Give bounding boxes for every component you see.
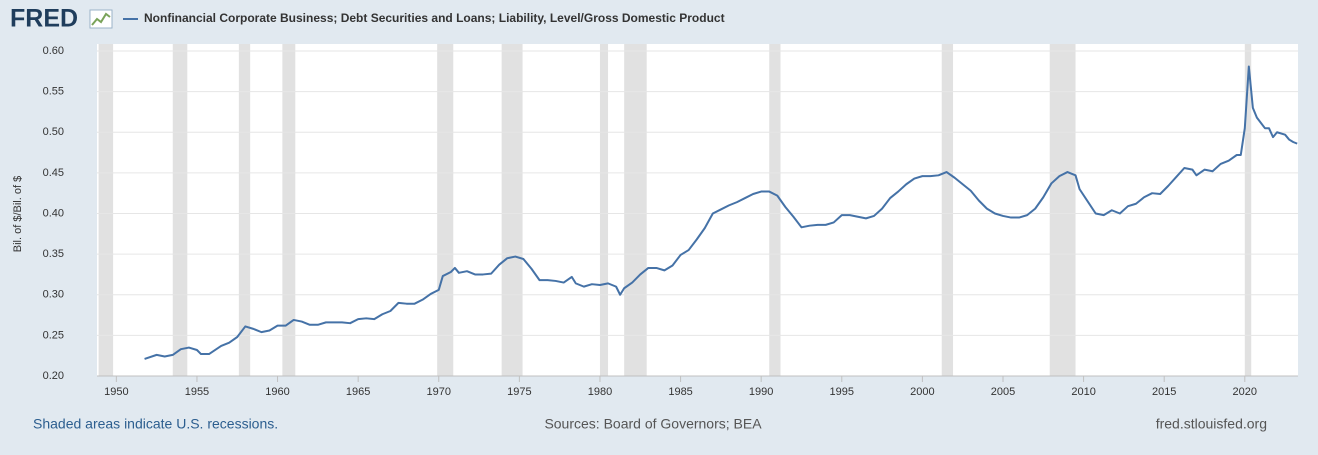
recession-band bbox=[282, 44, 296, 376]
site-url: fred.stlouisfed.org bbox=[1156, 416, 1267, 432]
x-tick-label: 1965 bbox=[346, 386, 370, 398]
recession-band bbox=[624, 44, 647, 376]
x-tick-label: 1960 bbox=[265, 386, 289, 398]
recession-note: Shaded areas indicate U.S. recessions. bbox=[33, 416, 278, 432]
y-tick-label: 0.20 bbox=[43, 370, 64, 382]
y-tick-label: 0.60 bbox=[43, 45, 64, 57]
y-tick-label: 0.50 bbox=[43, 126, 64, 138]
x-tick-label: 1950 bbox=[104, 386, 128, 398]
x-tick-label: 1985 bbox=[668, 386, 692, 398]
source: Sources: Board of Governors; BEA bbox=[544, 416, 762, 432]
y-tick-label: 0.35 bbox=[43, 248, 64, 260]
recession-band bbox=[238, 44, 251, 376]
data-line bbox=[144, 65, 1298, 360]
y-tick-label: 0.45 bbox=[43, 167, 64, 179]
x-tick-label: 2005 bbox=[991, 386, 1015, 398]
recession-band bbox=[599, 44, 609, 376]
y-axis-label: Bil. of $/Bil. of $ bbox=[12, 176, 24, 252]
recession-band bbox=[769, 44, 781, 376]
y-tick-label: 0.30 bbox=[43, 289, 64, 301]
logo: FRED bbox=[10, 5, 78, 33]
legend-label: Nonfinancial Corporate Business; Debt Se… bbox=[144, 11, 725, 25]
x-tick-label: 1970 bbox=[427, 386, 451, 398]
x-tick-label: 2010 bbox=[1071, 386, 1095, 398]
recession-band bbox=[1244, 44, 1252, 376]
x-tick-label: 2000 bbox=[910, 386, 934, 398]
x-tick-label: 2020 bbox=[1233, 386, 1257, 398]
recession-band bbox=[1049, 44, 1076, 376]
y-tick-label: 0.40 bbox=[43, 207, 64, 219]
recession-band bbox=[98, 44, 114, 376]
logo-icon bbox=[89, 9, 113, 29]
x-tick-label: 2015 bbox=[1152, 386, 1176, 398]
x-tick-label: 1980 bbox=[588, 386, 612, 398]
x-tick-label: 1990 bbox=[749, 386, 773, 398]
y-tick-label: 0.25 bbox=[43, 329, 64, 341]
recession-band bbox=[172, 44, 188, 376]
x-tick-label: 1955 bbox=[185, 386, 209, 398]
x-tick-label: 1975 bbox=[507, 386, 531, 398]
recession-band bbox=[941, 44, 954, 376]
recession-band bbox=[501, 44, 523, 376]
recession-band bbox=[437, 44, 454, 376]
y-tick-label: 0.55 bbox=[43, 86, 64, 98]
x-tick-label: 1995 bbox=[830, 386, 854, 398]
